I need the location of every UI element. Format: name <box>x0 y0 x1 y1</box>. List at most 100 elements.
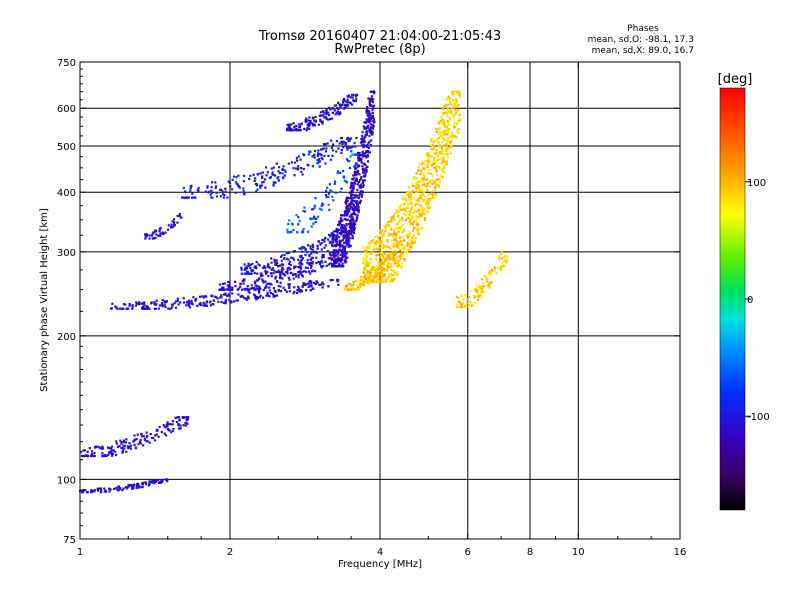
data-point <box>440 141 444 144</box>
data-point <box>215 185 218 188</box>
data-point <box>379 270 383 273</box>
data-point <box>441 169 444 173</box>
data-point <box>332 235 335 238</box>
data-point <box>293 273 296 276</box>
data-point <box>380 235 383 239</box>
data-point <box>333 109 336 112</box>
data-point <box>474 301 477 305</box>
data-point <box>401 247 404 250</box>
data-point <box>335 245 338 248</box>
data-point <box>441 134 444 137</box>
data-point <box>394 241 397 244</box>
x-tick-label: 8 <box>527 547 533 558</box>
data-point <box>366 114 369 117</box>
data-point <box>386 266 389 269</box>
data-point <box>392 233 395 236</box>
data-point <box>387 234 390 237</box>
data-point <box>398 206 401 209</box>
data-point <box>290 230 293 234</box>
data-point <box>456 295 459 299</box>
data-point <box>503 264 506 267</box>
data-point <box>333 265 336 268</box>
data-point <box>390 228 393 231</box>
data-point <box>457 118 460 121</box>
data-point <box>349 155 352 158</box>
data-point <box>416 203 419 206</box>
data-point <box>325 111 328 114</box>
data-point <box>343 179 346 182</box>
data-point <box>114 305 117 308</box>
data-point <box>394 263 397 266</box>
data-point <box>433 148 436 151</box>
data-point <box>444 104 447 107</box>
data-point <box>433 182 436 185</box>
data-point <box>366 165 369 168</box>
data-point <box>301 285 304 288</box>
data-point <box>297 258 300 261</box>
data-point <box>401 263 404 266</box>
data-point <box>410 240 414 243</box>
data-point <box>335 140 339 143</box>
data-point <box>345 239 348 243</box>
data-point <box>184 424 187 427</box>
data-point <box>307 285 310 288</box>
data-point <box>341 230 344 233</box>
data-point <box>240 266 243 269</box>
data-point <box>445 147 449 150</box>
data-point <box>268 289 271 292</box>
data-point <box>352 145 355 148</box>
data-point <box>429 172 432 175</box>
data-point <box>347 239 350 242</box>
data-point <box>344 231 347 234</box>
data-point <box>380 245 383 248</box>
data-point <box>174 416 177 419</box>
data-point <box>419 215 422 218</box>
data-point <box>258 296 261 299</box>
data-point <box>429 155 432 158</box>
data-point <box>394 257 397 261</box>
data-point <box>295 275 298 278</box>
data-point <box>312 222 315 225</box>
data-point <box>306 261 309 264</box>
data-point <box>406 250 409 253</box>
data-point <box>341 142 344 145</box>
data-point <box>403 258 406 261</box>
data-point <box>377 274 380 277</box>
data-point <box>421 161 424 164</box>
data-point <box>327 285 330 288</box>
data-point <box>419 184 422 187</box>
data-point <box>443 153 446 156</box>
data-point <box>438 120 441 123</box>
data-point <box>297 167 300 170</box>
data-point <box>381 243 385 246</box>
data-point <box>395 274 398 277</box>
data-point <box>445 111 448 114</box>
data-point <box>426 152 429 155</box>
data-point <box>159 232 162 235</box>
data-point <box>392 215 395 218</box>
data-point <box>387 221 390 224</box>
data-point <box>288 260 291 263</box>
data-point <box>137 482 140 485</box>
colorbar-label: [deg] <box>718 72 753 87</box>
data-point <box>256 296 259 300</box>
data-point <box>303 270 306 273</box>
data-point <box>135 301 138 304</box>
data-point <box>376 248 379 251</box>
data-point <box>439 120 442 123</box>
data-point <box>86 491 89 494</box>
data-point <box>297 155 301 158</box>
data-point <box>436 151 439 154</box>
data-point <box>431 148 434 151</box>
data-point <box>419 163 422 166</box>
data-point <box>237 287 240 290</box>
data-point <box>354 279 357 282</box>
data-point <box>409 245 412 249</box>
data-point <box>392 256 395 259</box>
data-point <box>247 290 250 293</box>
data-point <box>362 259 365 262</box>
data-point <box>354 223 357 226</box>
data-point <box>90 454 93 458</box>
data-point <box>344 235 347 238</box>
data-point <box>301 173 304 176</box>
